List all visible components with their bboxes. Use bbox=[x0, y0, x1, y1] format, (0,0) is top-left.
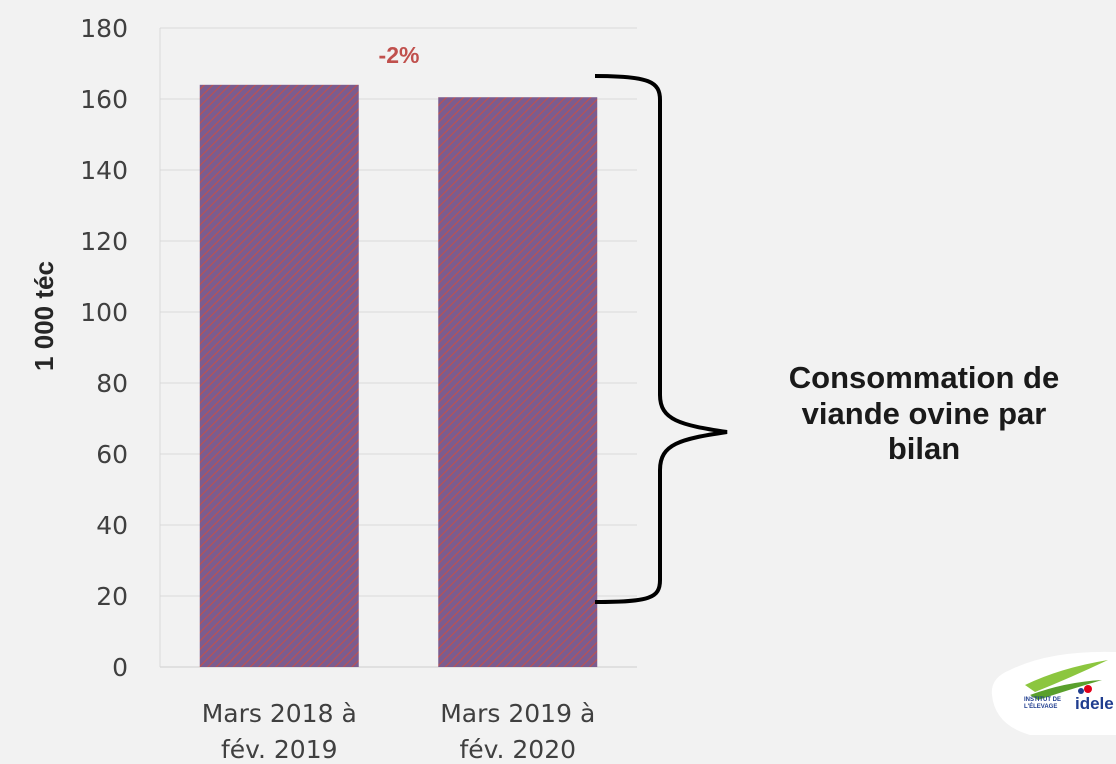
x-category-label: fév. 2020 bbox=[459, 735, 576, 764]
brace-label-line-1: Consommation de bbox=[788, 360, 1060, 395]
logo-subtext-line-2: L'ÉLEVAGE bbox=[1024, 703, 1058, 710]
logo-subtext: INSTITUT DE L'ÉLEVAGE bbox=[1024, 697, 1072, 710]
x-category-label: Mars 2018 à bbox=[202, 699, 357, 728]
y-tick-label: 40 bbox=[96, 511, 128, 540]
y-tick-label: 80 bbox=[96, 369, 128, 398]
x-category-label: Mars 2019 à bbox=[440, 699, 595, 728]
x-category-label: fév. 2019 bbox=[221, 735, 338, 764]
change-annotation: -2% bbox=[379, 42, 420, 68]
brace-label: Consommation de viande ovine par bilan bbox=[724, 360, 1116, 467]
idele-logo bbox=[991, 651, 1116, 735]
brace-label-line-3: bilan bbox=[887, 431, 961, 467]
y-tick-label: 60 bbox=[96, 440, 128, 469]
y-tick-labels: 0 20 40 60 80 100 120 140 160 180 bbox=[80, 14, 128, 682]
bar bbox=[199, 84, 359, 668]
y-tick-label: 100 bbox=[80, 298, 128, 327]
bars bbox=[199, 84, 598, 668]
y-tick-label: 120 bbox=[80, 227, 128, 256]
x-category-labels: Mars 2018 à fév. 2019 Mars 2019 à fév. 2020 bbox=[202, 699, 596, 764]
y-tick-label: 180 bbox=[80, 14, 128, 43]
bar bbox=[438, 97, 598, 668]
curly-brace bbox=[594, 74, 728, 604]
y-tick-label: 140 bbox=[80, 156, 128, 185]
y-tick-label: 160 bbox=[80, 85, 128, 114]
y-tick-label: 20 bbox=[96, 582, 128, 611]
logo-text: idele bbox=[1075, 694, 1114, 713]
logo-subtext-line-1: INSTITUT DE bbox=[1024, 697, 1061, 703]
y-tick-label: 0 bbox=[112, 653, 128, 682]
brace-label-line-2: viande ovine par bbox=[801, 395, 1047, 431]
y-axis-label: 1 000 téc bbox=[29, 261, 59, 371]
